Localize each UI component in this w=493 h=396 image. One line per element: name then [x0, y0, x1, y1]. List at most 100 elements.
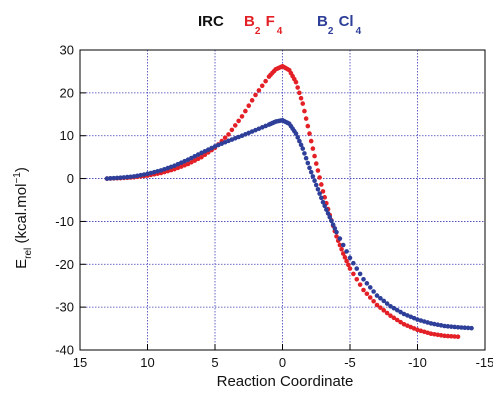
data-point: [322, 195, 327, 200]
data-point: [344, 249, 349, 254]
x-tick-label: 5: [211, 355, 218, 370]
data-point: [367, 295, 373, 300]
data-point: [340, 242, 346, 248]
y-tick-label: -20: [55, 257, 74, 272]
data-point: [340, 251, 346, 256]
data-point: [305, 160, 311, 166]
data-point: [357, 282, 363, 287]
x-axis-title: Reaction Coordinate: [217, 373, 354, 390]
data-point: [302, 108, 307, 114]
data-point: [381, 298, 387, 304]
data-point: [310, 146, 316, 151]
data-point: [378, 295, 383, 301]
data-point: [104, 176, 110, 181]
data-point: [320, 199, 326, 205]
data-point: [332, 226, 338, 231]
data-point: [361, 287, 366, 293]
data-point: [239, 114, 245, 119]
y-tick-labels: 30 20 10 0 -10 -20 -30 -40: [55, 43, 74, 358]
legend-entry-b2f4: B2 F4: [244, 13, 283, 37]
data-point: [364, 291, 370, 297]
data-point: [114, 175, 120, 181]
data-point: [313, 182, 319, 188]
data-point: [300, 101, 306, 106]
data-point: [243, 108, 248, 114]
data-point: [388, 313, 393, 319]
data-point: [432, 331, 437, 337]
data-point: [354, 266, 360, 271]
data-point: [124, 174, 130, 180]
data-point: [312, 153, 317, 159]
data-point: [300, 146, 306, 151]
data-point: [361, 276, 366, 282]
data-point: [435, 332, 441, 338]
data-point: [305, 123, 311, 129]
data-point: [448, 333, 454, 339]
data-point: [337, 236, 343, 241]
data-point: [320, 189, 326, 194]
legend-title: IRC: [198, 13, 224, 30]
data-point: [337, 242, 343, 248]
data-point: [398, 319, 403, 325]
data-point: [307, 131, 312, 136]
data-point: [317, 191, 322, 196]
data-point: [236, 118, 241, 124]
data-point: [442, 333, 447, 339]
data-point: [391, 305, 397, 311]
data-point: [202, 152, 208, 158]
data-point: [394, 317, 400, 323]
data-point: [325, 211, 331, 216]
data-point: [297, 138, 302, 144]
data-point: [442, 323, 447, 329]
y-axis-title: Erel (kcal.mol−1): [12, 167, 34, 269]
data-point: [111, 175, 117, 181]
data-point: [374, 302, 380, 308]
ticks: [79, 49, 486, 351]
data-point: [378, 305, 383, 310]
data-point: [388, 303, 393, 309]
data-point: [256, 88, 262, 93]
x-tick-label: 10: [140, 355, 154, 370]
data-point: [249, 98, 255, 103]
data-point: [351, 271, 356, 277]
data-point: [302, 151, 307, 156]
data-point: [295, 85, 300, 90]
data-point: [295, 135, 300, 140]
data-point: [394, 307, 400, 313]
data-point: [229, 127, 235, 133]
data-point: [339, 246, 344, 252]
data-point: [327, 214, 333, 220]
data-point: [329, 218, 334, 224]
data-point: [303, 155, 309, 161]
data-point: [128, 174, 133, 180]
data-point: [222, 135, 228, 141]
data-point: [315, 168, 321, 173]
data-point: [263, 78, 268, 84]
data-point: [459, 325, 464, 330]
data-point: [324, 207, 329, 212]
y-tick-label: 30: [60, 43, 74, 58]
data-point: [347, 255, 353, 261]
data-point: [371, 298, 376, 304]
series-b2f4: [104, 63, 461, 340]
grid: [79, 49, 486, 351]
data-point: [344, 258, 349, 264]
data-point: [371, 289, 376, 294]
data-point: [428, 331, 434, 337]
data-point: [469, 325, 474, 331]
data-point: [298, 95, 304, 101]
data-point: [384, 301, 390, 306]
data-point: [297, 90, 302, 96]
data-point: [226, 132, 231, 137]
data-point: [391, 315, 397, 321]
data-point: [303, 116, 309, 121]
data-point: [455, 334, 461, 340]
data-point: [462, 325, 468, 331]
series-b2cl4: [104, 117, 474, 331]
data-point: [108, 176, 113, 181]
x-tick-label: -15: [476, 355, 493, 370]
y-tick-label: -40: [55, 343, 74, 358]
y-tick-label: 10: [60, 128, 74, 143]
data-point: [334, 234, 339, 239]
